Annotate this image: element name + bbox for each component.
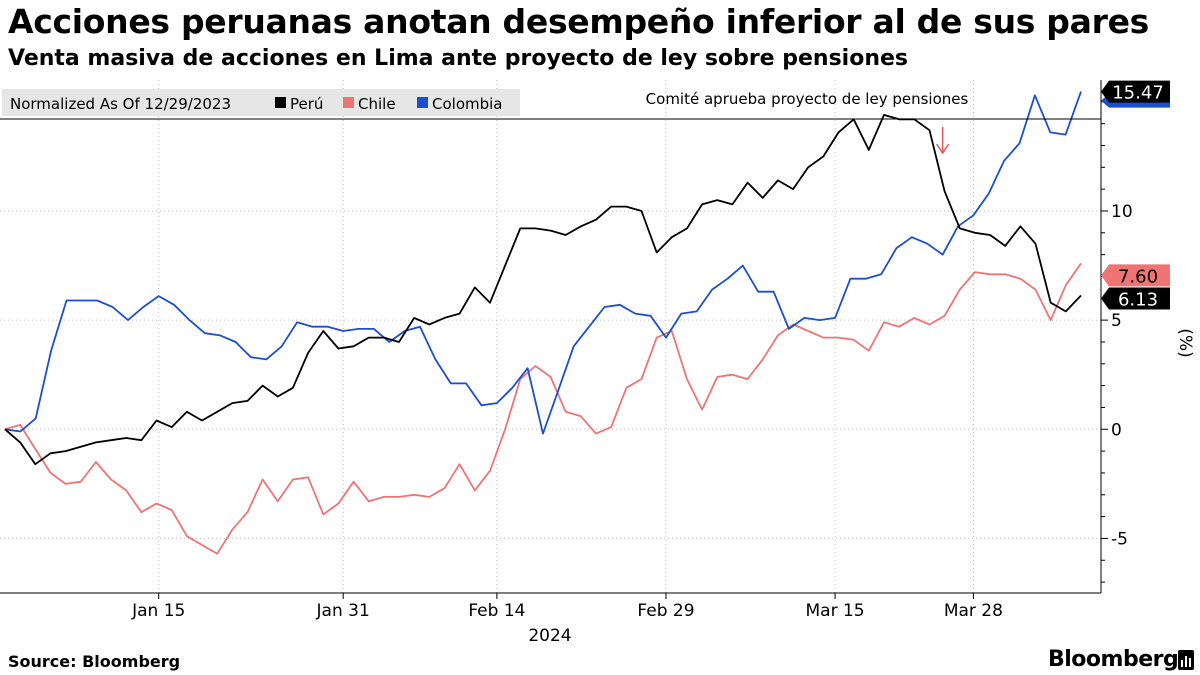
x-axis-ticks: Jan 15 Jan 31 Feb 14 Feb 29 Mar 15 Mar 28 [131, 593, 1003, 621]
end-label-box-chile [1101, 264, 1170, 287]
legend-swatch-peru [275, 97, 286, 108]
legend-label-peru: Perú [290, 95, 323, 113]
series-line-peru [4, 114, 1082, 466]
end-label-box-peru [1101, 287, 1170, 310]
end-label-value-chile: 7.60 [1118, 266, 1158, 287]
series-line-chile [4, 262, 1082, 555]
legend-swatch-colombia [417, 97, 428, 108]
legend-normalized-note: Normalized As Of 12/29/2023 [10, 95, 231, 113]
legend: Normalized As Of 12/29/2023 Perú Chile C… [2, 89, 520, 116]
x-axis-year-label: 2024 [528, 626, 571, 646]
legend-swatch-chile [343, 97, 354, 108]
series-line-colombia [4, 91, 1082, 435]
x-tick-label: Feb 14 [468, 601, 525, 621]
chart-title: Acciones peruanas anotan desempeño infer… [8, 2, 1149, 41]
x-tick-label: Mar 15 [805, 601, 864, 621]
annotation-text: Comité aprueba proyecto de ley pensiones [646, 90, 969, 108]
y-tick-label: 0 [1111, 420, 1122, 440]
end-value-labels: 15.47 7.606.13 [1101, 80, 1170, 310]
bloomberg-logo: Bloomberg [1048, 647, 1179, 672]
y-tick-label: -5 [1111, 529, 1128, 549]
y-tick-label: 5 [1111, 311, 1122, 331]
series-lines [4, 91, 1082, 555]
source-note: Source: Bloomberg [8, 652, 181, 671]
x-tick-label: Jan 31 [316, 601, 370, 621]
annotation-arrow-head [936, 143, 950, 155]
end-label-box-colombia [1101, 80, 1170, 103]
x-tick-label: Jan 15 [131, 601, 185, 621]
y-axis-unit-label: (%) [1175, 328, 1195, 357]
end-label-value-peru: 6.13 [1118, 289, 1158, 310]
legend-label-chile: Chile [358, 95, 396, 113]
chart-subtitle: Venta masiva de acciones en Lima ante pr… [8, 46, 909, 71]
axes [0, 80, 1102, 594]
x-tick-label: Feb 29 [637, 601, 694, 621]
end-label-value-colombia: 15.47 [1112, 83, 1164, 104]
annotation-group: Comité aprueba proyecto de ley pensiones [0, 90, 1101, 155]
legend-label-colombia: Colombia [432, 95, 503, 113]
bloomberg-chart-icon [1178, 650, 1194, 670]
x-tick-label: Mar 28 [944, 601, 1003, 621]
y-tick-label: 10 [1111, 202, 1133, 222]
legend-background [2, 89, 520, 116]
y-axis-ticks: -5 0 5 10 [1101, 101, 1133, 583]
